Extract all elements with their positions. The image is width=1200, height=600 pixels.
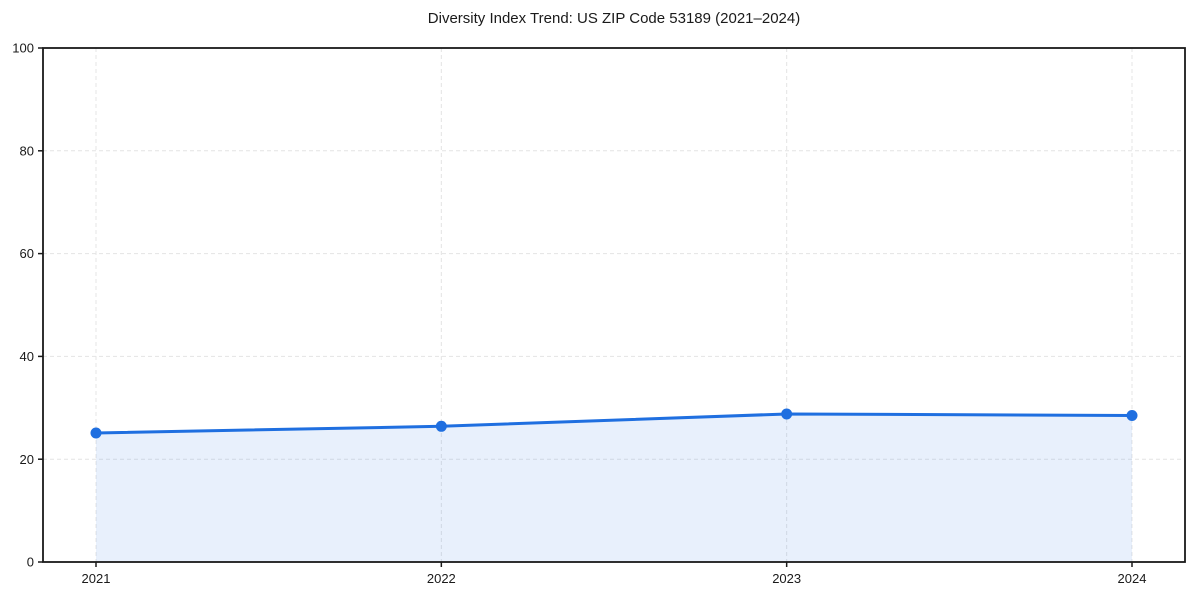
area-fill [96,413,1132,562]
x-tick-label: 2021 [82,571,111,586]
trend-line [94,412,1134,435]
y-tick-label: 40 [20,349,34,364]
chart-title: Diversity Index Trend: US ZIP Code 53189… [427,10,801,27]
x-tick-label: 2024 [1118,571,1147,586]
data-point-2022 [435,420,447,432]
data-point-2023 [781,408,793,420]
y-tick-label: 0 [27,555,34,570]
y-tick-label: 20 [20,452,34,467]
y-tick-label: 60 [20,246,34,261]
data-point-2024 [1126,410,1138,422]
y-tick-label: 80 [20,143,34,158]
plot-border [42,47,1186,563]
y-tick-label: 100 [12,41,34,56]
x-tick-label: 2023 [772,571,801,586]
x-tick-label: 2022 [427,571,456,586]
data-point-2021 [90,427,102,439]
